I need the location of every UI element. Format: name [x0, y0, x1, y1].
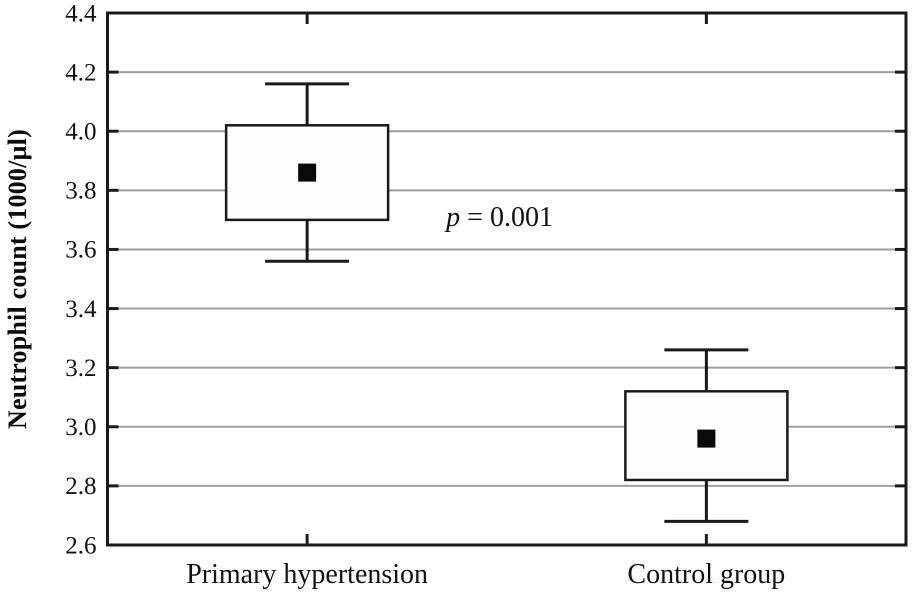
- y-tick-label: 2.8: [65, 473, 96, 500]
- p-value-annotation: p = 0.001: [444, 202, 553, 233]
- category-label: Primary hypertension: [186, 559, 428, 590]
- y-tick-label: 3.2: [65, 355, 96, 382]
- y-tick-label: 4.0: [65, 118, 96, 145]
- mean-marker: [298, 163, 317, 182]
- y-tick-label: 4.2: [65, 59, 96, 86]
- plot-border: [106, 11, 908, 547]
- y-tick-label: 3.4: [65, 296, 97, 323]
- y-tick-label: 2.6: [65, 532, 96, 559]
- y-axis-label: Neutrophil count (1000/µl): [3, 129, 32, 429]
- y-tick-label: 3.0: [65, 414, 96, 441]
- y-tick-label: 3.6: [65, 237, 96, 264]
- category-label: Control group: [627, 559, 785, 590]
- y-tick-label: 3.8: [65, 178, 96, 205]
- mean-marker: [697, 429, 716, 448]
- y-tick-label: 4.4: [65, 0, 97, 27]
